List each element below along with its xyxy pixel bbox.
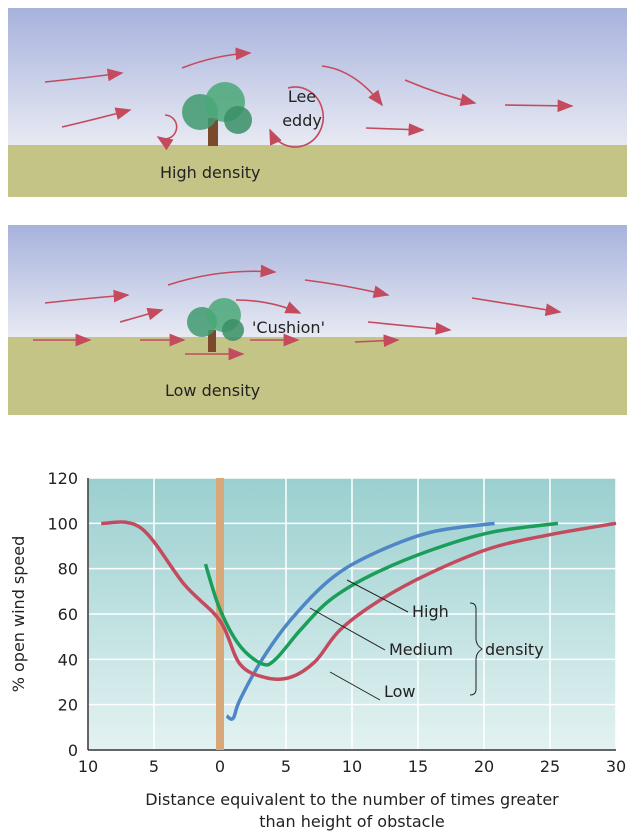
leader-line xyxy=(329,671,381,701)
series-label: Low xyxy=(384,682,416,701)
leader-line xyxy=(309,607,386,651)
y-tick-label: 20 xyxy=(58,696,78,715)
series-line xyxy=(101,520,617,682)
y-tick-label: 60 xyxy=(58,605,78,624)
eddy-label: eddy xyxy=(282,111,322,130)
annotation: density xyxy=(485,640,544,659)
tree xyxy=(187,298,244,352)
x-tick-label: 30 xyxy=(606,757,626,776)
x-tick-label: 5 xyxy=(281,757,291,776)
brace xyxy=(469,602,483,696)
y-tick-label: 0 xyxy=(68,741,78,760)
x-tick-label: 10 xyxy=(342,757,362,776)
obstacle xyxy=(216,478,224,750)
x-tick-label: 15 xyxy=(408,757,428,776)
caption: High density xyxy=(160,163,261,182)
eddy-label: Lee xyxy=(288,87,316,106)
x-tick-label: 20 xyxy=(474,757,494,776)
series-label: High xyxy=(412,602,449,621)
series-line xyxy=(225,521,495,721)
x-axis-label: Distance equivalent to the number of tim… xyxy=(145,790,559,809)
series-line xyxy=(203,521,559,667)
y-tick-label: 40 xyxy=(58,650,78,669)
high-density-diagram: Lee eddy High density xyxy=(8,8,627,197)
tree xyxy=(182,82,252,146)
caption: Low density xyxy=(165,381,260,400)
x-tick-label: 5 xyxy=(149,757,159,776)
low-density-diagram: 'Cushion' Low density xyxy=(8,225,627,415)
y-tick-label: 80 xyxy=(58,560,78,579)
cushion-label: 'Cushion' xyxy=(252,318,325,337)
y-axis-label: % open wind speed xyxy=(9,536,28,693)
x-tick-label: 0 xyxy=(215,757,225,776)
x-axis-label: than height of obstacle xyxy=(259,812,444,831)
series-label: Medium xyxy=(389,640,453,659)
y-tick-label: 100 xyxy=(47,514,78,533)
leader-line xyxy=(346,579,409,613)
y-tick-label: 120 xyxy=(47,469,78,488)
x-tick-label: 25 xyxy=(540,757,560,776)
x-tick-label: 10 xyxy=(78,757,98,776)
